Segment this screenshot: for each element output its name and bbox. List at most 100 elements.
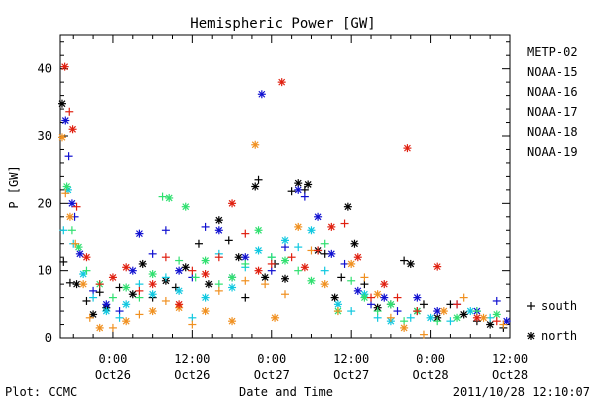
data-point (373, 307, 382, 316)
x-tick-label-date: Oct27 (254, 368, 290, 382)
data-point (419, 330, 428, 339)
data-point (158, 192, 167, 201)
data-point (57, 99, 66, 108)
data-point (228, 199, 237, 208)
data-point (254, 246, 263, 255)
data-point (67, 226, 76, 235)
data-point (201, 270, 210, 279)
data-point (320, 266, 329, 275)
data-point (65, 107, 74, 116)
y-tick-label: 20 (38, 196, 52, 210)
x-tick-label-date: Oct27 (333, 368, 369, 382)
data-point (406, 259, 415, 268)
data-point (95, 323, 104, 332)
data-point (65, 212, 74, 221)
data-point (400, 256, 409, 265)
series-noaa-19 (60, 62, 501, 326)
data-point (57, 133, 66, 142)
data-point (108, 273, 117, 282)
data-point (175, 266, 184, 275)
data-point (300, 192, 309, 201)
data-point (71, 239, 80, 248)
legend-entry: NOAA-17 (527, 105, 578, 119)
data-point (307, 276, 316, 285)
data-point (459, 293, 468, 302)
data-point (228, 283, 237, 292)
data-point (59, 257, 68, 266)
data-point (333, 300, 342, 309)
data-point (148, 270, 157, 279)
data-point (300, 263, 309, 272)
data-point (194, 239, 203, 248)
data-point (267, 253, 276, 262)
data-point (241, 229, 250, 238)
data-point (386, 313, 395, 322)
series-metp-02 (57, 99, 508, 332)
data-point (214, 253, 223, 262)
data-point (433, 317, 442, 326)
data-point (294, 243, 303, 252)
series-noaa-18 (57, 133, 508, 339)
data-point (393, 293, 402, 302)
data-point (433, 262, 442, 271)
data-point (214, 286, 223, 295)
data-point (314, 246, 323, 255)
data-point (320, 280, 329, 289)
data-point (347, 276, 356, 285)
data-point (61, 116, 70, 125)
data-point (466, 307, 475, 316)
data-point (85, 313, 94, 322)
data-point (89, 286, 98, 295)
data-point (135, 293, 144, 302)
data-point (353, 286, 362, 295)
data-point (201, 307, 210, 316)
data-point (446, 317, 455, 326)
data-point (360, 273, 369, 282)
data-point (340, 219, 349, 228)
y-axis: 0 10 20 30 40 (38, 41, 510, 345)
data-point (161, 226, 170, 235)
data-point (400, 317, 409, 326)
data-point (135, 286, 144, 295)
data-point (373, 313, 382, 322)
series-noaa-17 (62, 182, 501, 326)
data-point (214, 216, 223, 225)
data-point (181, 263, 190, 272)
data-point (367, 293, 376, 302)
data-point (228, 317, 237, 326)
x-tick-label-time: 12:00 (174, 352, 210, 366)
data-point (89, 293, 98, 302)
data-point (304, 180, 313, 189)
footer-timestamp: 2011/10/28 12:10:07 (453, 385, 590, 399)
data-point (367, 300, 376, 309)
data-point (188, 266, 197, 275)
y-tick-label: 0 (45, 331, 52, 345)
x-tick-label-date: Oct28 (492, 368, 528, 382)
x-tick-label-time: 0:00 (416, 352, 445, 366)
data-point (459, 310, 468, 319)
series-noaa-16 (59, 185, 495, 326)
marker-legend-label: north (541, 329, 577, 343)
y-tick-label: 30 (38, 129, 52, 143)
data-point (281, 256, 289, 265)
data-point (59, 226, 68, 235)
data-point (201, 293, 210, 302)
legend-entry: NOAA-18 (527, 125, 578, 139)
data-point (135, 229, 144, 238)
data-point (406, 313, 415, 322)
data-point (277, 78, 286, 87)
y-tick-label: 40 (38, 62, 52, 76)
x-tick-label-time: 0:00 (257, 352, 286, 366)
data-point (115, 313, 124, 322)
data-point (82, 296, 91, 305)
marker-legend-label: south (541, 299, 577, 313)
x-tick-label-time: 12:00 (333, 352, 369, 366)
data-point (148, 249, 157, 258)
legend-entry: NOAA-16 (527, 85, 578, 99)
data-point (148, 290, 157, 299)
data-point (241, 259, 250, 268)
x-tick-label-time: 12:00 (492, 352, 528, 366)
data-point (67, 199, 76, 208)
data-point (122, 317, 131, 326)
data-point (214, 280, 223, 289)
